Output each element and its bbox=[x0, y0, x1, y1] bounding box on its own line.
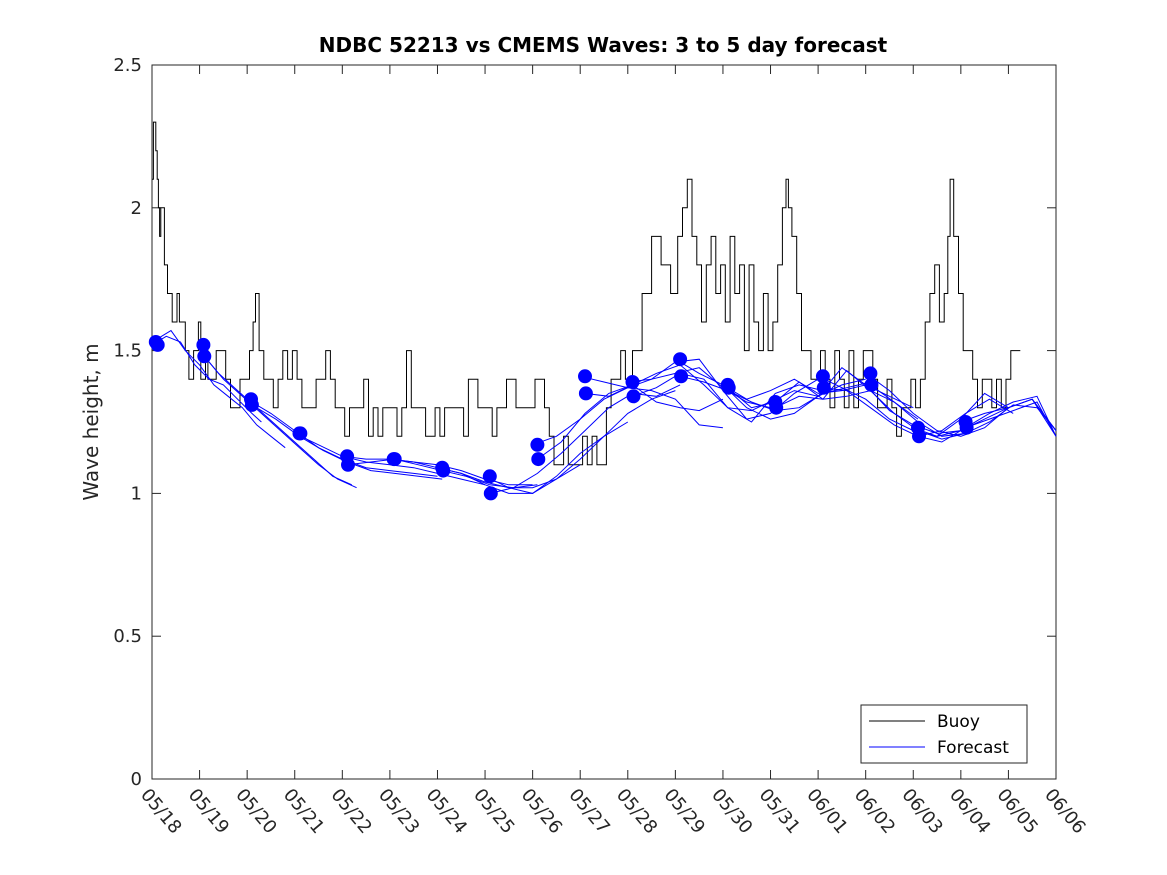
forecast-marker bbox=[912, 429, 926, 444]
forecast-marker bbox=[674, 369, 689, 384]
forecast-marker bbox=[341, 457, 355, 472]
forecast-marker bbox=[721, 380, 736, 395]
forecast-line bbox=[156, 329, 286, 449]
x-tick-label: 05/24 bbox=[422, 785, 471, 838]
forecast-marker bbox=[530, 437, 545, 452]
y-tick-label: 0.5 bbox=[113, 626, 142, 647]
y-axis-ticks: 0 0.5 1 1.5 2 2.5 bbox=[113, 55, 1056, 790]
forecast-marker bbox=[531, 452, 546, 467]
forecast-line bbox=[484, 390, 676, 494]
x-tick-label: 06/04 bbox=[945, 785, 994, 838]
forecast-marker bbox=[293, 426, 308, 441]
forecast-line bbox=[632, 372, 824, 423]
x-tick-label: 05/29 bbox=[660, 785, 709, 838]
legend-box bbox=[860, 704, 1028, 764]
plot-area: 00.511.522.5 05/1805/1905/2005/2105/2205… bbox=[113, 55, 1089, 838]
chart-title: NDBC 52213 vs CMEMS Waves: 3 to 5 day fo… bbox=[319, 33, 888, 57]
forecast-marker bbox=[769, 400, 784, 415]
x-tick-label: 05/30 bbox=[707, 785, 756, 838]
x-tick-label: 05/19 bbox=[184, 785, 233, 838]
x-tick-label: 06/01 bbox=[802, 785, 851, 838]
forecast-marker bbox=[197, 349, 212, 364]
x-tick-label: 05/18 bbox=[136, 785, 185, 838]
forecast-marker bbox=[864, 377, 879, 392]
forecast-marker bbox=[863, 366, 878, 381]
forecast-line bbox=[489, 384, 681, 494]
forecast-markers bbox=[148, 335, 974, 501]
forecast-marker bbox=[482, 469, 497, 484]
y-tick-label: 2.5 bbox=[113, 55, 142, 76]
forecast-marker bbox=[673, 352, 688, 367]
forecast-line bbox=[960, 398, 1057, 431]
forecast-marker bbox=[244, 397, 259, 412]
forecast-line bbox=[203, 355, 357, 489]
forecast-marker bbox=[483, 486, 498, 501]
forecast-marker bbox=[626, 389, 641, 404]
forecast-marker bbox=[578, 369, 592, 384]
forecast-line bbox=[965, 401, 1057, 437]
x-tick-label: 05/31 bbox=[755, 785, 804, 838]
x-tick-label: 05/28 bbox=[612, 785, 661, 838]
forecast-marker bbox=[150, 337, 165, 352]
y-tick-label: 0 bbox=[131, 769, 142, 790]
x-tick-label: 05/25 bbox=[469, 785, 518, 838]
x-tick-label: 05/20 bbox=[231, 785, 280, 838]
legend-forecast-label: Forecast bbox=[937, 738, 1009, 758]
x-tick-label: 05/23 bbox=[374, 785, 423, 838]
forecast-marker bbox=[387, 452, 402, 467]
forecast-line bbox=[917, 395, 1057, 443]
forecast-marker bbox=[959, 420, 974, 435]
y-tick-label: 1 bbox=[131, 483, 142, 504]
x-tick-label: 05/27 bbox=[564, 785, 613, 838]
x-tick-label: 05/26 bbox=[517, 785, 566, 838]
forecast-marker bbox=[578, 386, 593, 401]
x-tick-label: 06/06 bbox=[1040, 785, 1089, 838]
x-tick-label: 06/05 bbox=[993, 785, 1042, 838]
x-tick-label: 05/21 bbox=[279, 785, 328, 838]
forecast-marker bbox=[816, 380, 831, 395]
x-tick-label: 06/03 bbox=[897, 785, 946, 838]
x-tick-label: 06/02 bbox=[850, 785, 899, 838]
y-tick-label: 2 bbox=[131, 198, 142, 219]
x-tick-label: 05/22 bbox=[326, 785, 375, 838]
y-axis-label: Wave height, m bbox=[79, 343, 103, 500]
forecast-marker bbox=[436, 463, 451, 478]
y-tick-label: 1.5 bbox=[113, 341, 142, 362]
legend: Buoy Forecast bbox=[860, 704, 1028, 764]
forecast-marker bbox=[625, 375, 640, 389]
legend-buoy-label: Buoy bbox=[937, 712, 980, 732]
